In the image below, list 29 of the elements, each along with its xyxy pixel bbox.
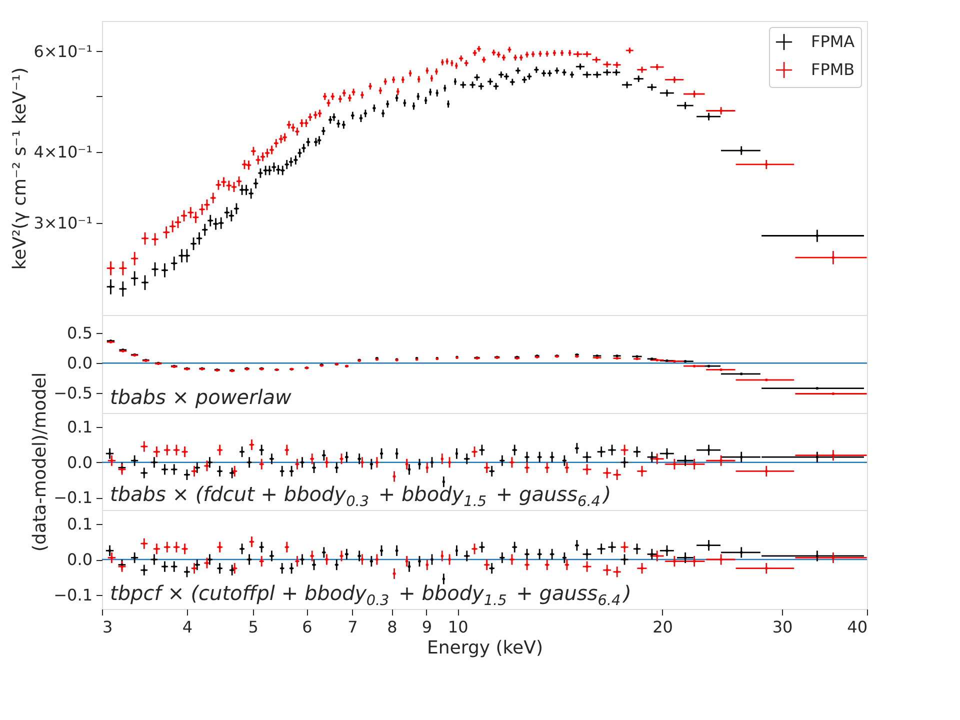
y-tick-label: 0.0 <box>67 452 92 472</box>
x-tick-label: 40 <box>847 618 868 636</box>
annotation: tbabs × powerlaw <box>110 385 292 409</box>
x-tick-label: 4 <box>182 618 193 636</box>
x-axis-title: Energy (keV) <box>427 638 543 658</box>
y-tick-label: 0.0 <box>67 354 92 373</box>
x-tick-label: 30 <box>772 618 793 636</box>
x-tick-label: 8 <box>387 618 398 636</box>
x-tick-label: 3 <box>102 618 113 636</box>
y-tick-label: −0.1 <box>54 488 92 508</box>
x-tick-label: 6 <box>302 618 312 636</box>
x-tick-label: 20 <box>652 618 673 636</box>
x-tick-label: 9 <box>422 618 432 636</box>
x-tick-label: 10 <box>448 618 468 636</box>
y-tick-label: 0.5 <box>67 324 92 343</box>
y-tick-label: 0.1 <box>67 418 92 437</box>
y-axis-title: keV²(γ cm⁻² s⁻¹ keV⁻¹) <box>10 67 31 270</box>
x-tick-label: 5 <box>248 618 258 636</box>
y-tick-label: 0.1 <box>67 514 92 534</box>
y-tick-label: 0.0 <box>67 550 92 569</box>
y-tick-label: 3×10⁻¹ <box>34 214 92 233</box>
y-tick-label: 6×10⁻¹ <box>34 42 92 61</box>
y-tick-label: 4×10⁻¹ <box>34 142 92 162</box>
legend-label: FPMA <box>811 32 855 51</box>
legend-label: FPMB <box>811 60 855 79</box>
y-axis-title: (data-model)/model <box>30 372 51 552</box>
y-tick-label: −0.5 <box>54 384 92 403</box>
x-tick-label: 7 <box>348 618 358 636</box>
y-tick-label: −0.1 <box>54 585 92 604</box>
